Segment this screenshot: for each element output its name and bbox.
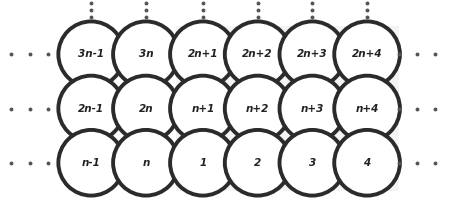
Ellipse shape [113, 130, 178, 196]
Ellipse shape [58, 21, 124, 87]
Ellipse shape [224, 21, 290, 87]
Ellipse shape [170, 130, 235, 196]
Text: 2n+1: 2n+1 [187, 49, 218, 59]
Text: 1: 1 [199, 158, 206, 168]
Text: 2n+3: 2n+3 [296, 49, 327, 59]
Text: 2n+4: 2n+4 [351, 49, 382, 59]
Text: 3n-1: 3n-1 [78, 49, 104, 59]
Ellipse shape [334, 130, 399, 196]
Ellipse shape [113, 21, 178, 87]
Ellipse shape [334, 76, 399, 141]
Text: 3: 3 [308, 158, 315, 168]
Ellipse shape [279, 76, 344, 141]
Text: n+4: n+4 [354, 104, 378, 113]
Ellipse shape [279, 21, 344, 87]
Ellipse shape [334, 21, 399, 87]
Text: n: n [142, 158, 149, 168]
Ellipse shape [224, 76, 290, 141]
Ellipse shape [279, 130, 344, 196]
Text: 2n: 2n [138, 104, 153, 113]
Text: 3n: 3n [138, 49, 153, 59]
Text: n-1: n-1 [81, 158, 101, 168]
Ellipse shape [170, 21, 235, 87]
Ellipse shape [113, 76, 178, 141]
Ellipse shape [224, 130, 290, 196]
Text: 2n-1: 2n-1 [78, 104, 104, 113]
Text: 2n+2: 2n+2 [242, 49, 273, 59]
Text: 4: 4 [363, 158, 370, 168]
FancyBboxPatch shape [175, 26, 398, 191]
Text: 2: 2 [253, 158, 261, 168]
Text: n+2: n+2 [245, 104, 269, 113]
Text: n+3: n+3 [300, 104, 324, 113]
Ellipse shape [58, 76, 124, 141]
Ellipse shape [58, 130, 124, 196]
Text: n+1: n+1 [191, 104, 214, 113]
Ellipse shape [170, 76, 235, 141]
